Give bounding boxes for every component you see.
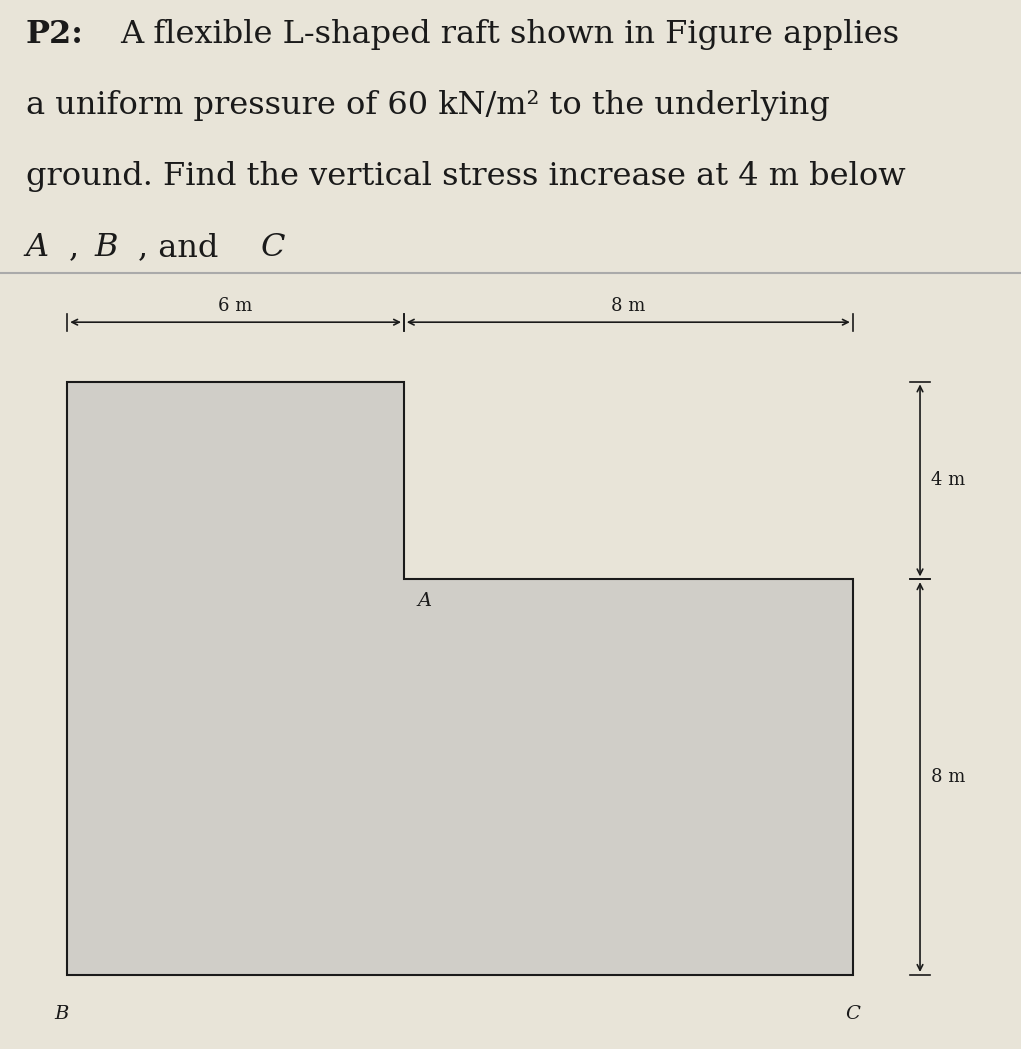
Text: 8 m: 8 m — [612, 297, 645, 315]
Text: B: B — [95, 232, 118, 263]
Text: A: A — [418, 592, 432, 609]
Text: 4 m: 4 m — [931, 471, 966, 490]
Text: a uniform pressure of 60 kN/m² to the underlying: a uniform pressure of 60 kN/m² to the un… — [26, 90, 829, 121]
Text: A: A — [26, 232, 49, 263]
Text: B: B — [54, 1005, 68, 1023]
Text: , and: , and — [138, 232, 225, 263]
Text: C: C — [260, 232, 285, 263]
Text: ,: , — [69, 232, 86, 263]
Text: 6 m: 6 m — [218, 297, 253, 315]
Text: A flexible L-shaped raft shown in Figure applies: A flexible L-shaped raft shown in Figure… — [120, 19, 900, 50]
Text: ground. Find the vertical stress increase at 4 m below: ground. Find the vertical stress increas… — [26, 160, 906, 192]
Text: C: C — [845, 1005, 860, 1023]
Text: 8 m: 8 m — [931, 768, 966, 786]
Text: P2:: P2: — [26, 19, 84, 50]
Polygon shape — [67, 382, 853, 975]
